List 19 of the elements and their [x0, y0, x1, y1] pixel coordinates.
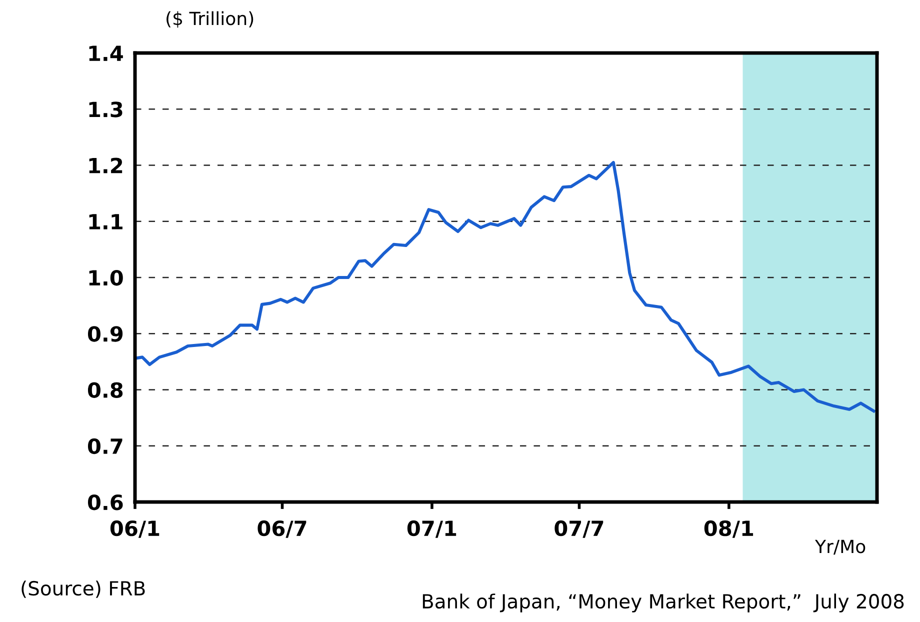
line-series — [135, 160, 876, 413]
text: Bank of Japan, “Money Market Report,” July 2008 — [422, 594, 904, 612]
y-tick-label: 1.3 — [89, 102, 122, 118]
x-tick-label: 07/7 — [554, 520, 604, 538]
y-tick-label: 0.7 — [88, 438, 122, 454]
text: (Source) FRB — [22, 580, 145, 598]
y-tick-label: 0.6 — [88, 494, 123, 510]
x-tick-label: 06/1 — [110, 520, 160, 538]
y-tick-label: 0.8 — [88, 382, 123, 398]
y-tick-label: 1.1 — [89, 214, 122, 230]
x-axis-title: Yr/Mo — [814, 540, 866, 555]
x-tick-label: 07/1 — [407, 520, 456, 538]
x-tick-label: 06/7 — [258, 520, 306, 538]
y-tick-label: 0.9 — [88, 326, 123, 342]
y-tick-label: 1.0 — [89, 270, 123, 286]
y-axis-title: ($ Trillion) — [166, 11, 254, 28]
y-tick-label: 1.2 — [89, 158, 122, 174]
x-tick-label: 08/1 — [704, 520, 754, 538]
y-tick-label: 1.4 — [89, 46, 123, 61]
